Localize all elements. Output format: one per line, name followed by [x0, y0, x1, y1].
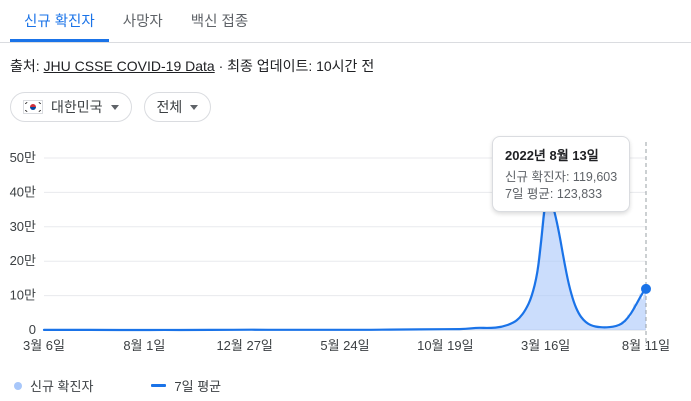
source-link[interactable]: JHU CSSE COVID-19 Data [43, 58, 215, 74]
country-select-label: 대한민국 [51, 99, 103, 115]
tab-vaccinations[interactable]: 백신 접종 [190, 14, 249, 30]
tab-deaths[interactable]: 사망자 [122, 14, 163, 30]
cases-chart[interactable]: 0 10만 20만 30만 40만 50만 3월 6일 8월 1일 12월 27일 5월 24일 1… [0, 128, 691, 368]
tab-new-cases[interactable]: 신규 확진자 [10, 0, 109, 42]
svg-text:8월 1일: 8월 1일 [123, 338, 165, 353]
legend-item-new-cases: 신규 확진자 [14, 376, 93, 395]
svg-text:12월 27일: 12월 27일 [216, 338, 272, 353]
country-select[interactable]: 대한민국 [10, 92, 132, 122]
svg-text:3월 16일: 3월 16일 [521, 338, 570, 353]
new-cases-swatch-icon [14, 381, 22, 390]
legend: 신규 확진자 7일 평균 [14, 376, 691, 395]
svg-text:10월 19일: 10월 19일 [417, 338, 473, 353]
svg-text:10만: 10만 [10, 288, 36, 303]
tab-bar: 신규 확진자 사망자 백신 접종 [0, 0, 691, 43]
source-label: 출처: [10, 58, 44, 74]
tooltip-new-cases: 신규 확진자: 119,603 [505, 170, 618, 184]
filter-bar: 대한민국 전체 [10, 92, 691, 122]
svg-text:20만: 20만 [10, 253, 36, 268]
tooltip-date: 2022년 8월 13일 [505, 148, 599, 163]
svg-text:30만: 30만 [10, 219, 36, 234]
legend-item-7day-avg: 7일 평균 [151, 376, 221, 395]
chart-tooltip: 2022년 8월 13일 신규 확진자: 119,603 7일 평균: 123,… [492, 136, 631, 212]
source-line: 출처: JHU CSSE COVID-19 Data · 최종 업데이트: 10… [10, 56, 691, 76]
south-korea-flag-icon [23, 100, 43, 114]
svg-text:40만: 40만 [10, 184, 36, 199]
legend-label-new-cases: 신규 확진자 [30, 379, 94, 394]
chevron-down-icon [190, 104, 199, 110]
svg-text:3월 6일: 3월 6일 [23, 338, 65, 353]
chevron-down-icon [110, 104, 119, 110]
avg-line-swatch-icon [151, 384, 167, 387]
svg-text:0: 0 [29, 322, 36, 337]
svg-text:5월 24일: 5월 24일 [320, 338, 369, 353]
svg-text:50만: 50만 [10, 150, 36, 165]
tooltip-7day-avg: 7일 평균: 123,833 [505, 187, 603, 201]
metric-select-label: 전체 [156, 99, 183, 115]
chart-canvas: 0 10만 20만 30만 40만 50만 3월 6일 8월 1일 12월 27일 5월 24일 1… [10, 142, 670, 353]
legend-label-7day-avg: 7일 평균 [174, 379, 222, 394]
metric-select[interactable]: 전체 [143, 92, 212, 122]
last-updated: · 최종 업데이트: 10시간 전 [214, 58, 375, 74]
